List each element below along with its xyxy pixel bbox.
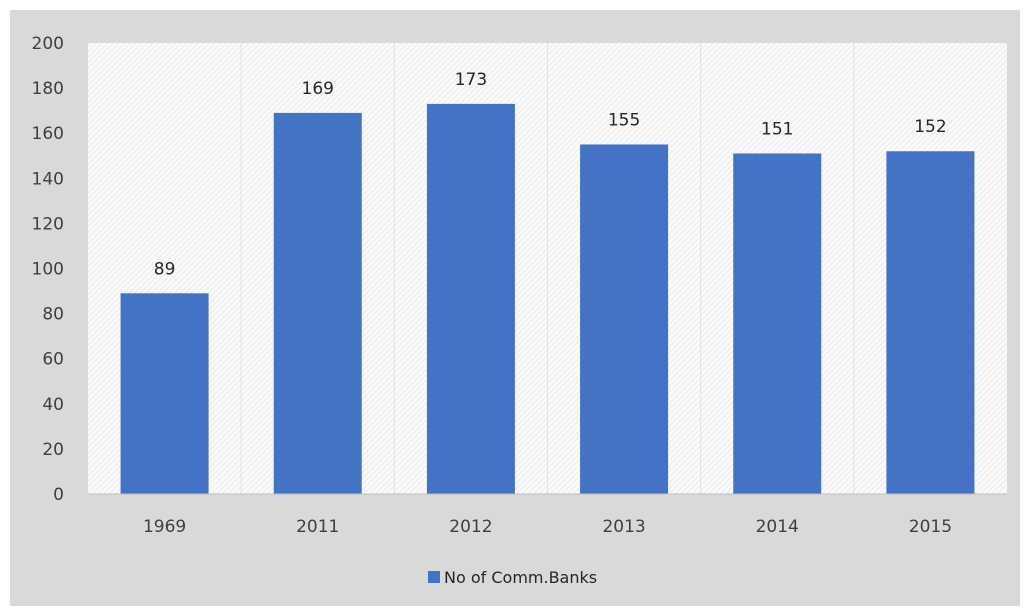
y-tick-label: 100 <box>32 260 64 280</box>
x-tick-label: 2011 <box>296 517 339 537</box>
bar <box>273 112 362 494</box>
x-tick-label: 2014 <box>756 517 799 537</box>
legend-label: No of Comm.Banks <box>444 568 597 587</box>
y-tick-label: 80 <box>42 305 64 325</box>
bar <box>120 293 209 494</box>
y-tick-label: 20 <box>42 440 64 460</box>
x-tick-label: 2013 <box>602 517 645 537</box>
x-tick-label: 2012 <box>449 517 492 537</box>
y-tick-label: 180 <box>32 79 64 99</box>
data-label: 169 <box>302 79 334 99</box>
data-label: 152 <box>914 117 946 137</box>
x-tick-label: 1969 <box>143 517 186 537</box>
data-label: 155 <box>608 110 640 130</box>
bar <box>426 103 515 494</box>
y-tick-label: 60 <box>42 350 64 370</box>
y-tick-label: 200 <box>32 34 64 54</box>
bar <box>886 151 975 495</box>
y-tick-label: 40 <box>42 395 64 415</box>
x-tick-label: 2015 <box>909 517 952 537</box>
y-tick-label: 120 <box>32 214 64 234</box>
chart-frame: 0 20 40 60 80 100 120 140 160 180 200 89 169 173 155 1… <box>10 10 1020 606</box>
bar-chart: 0 20 40 60 80 100 120 140 160 180 200 89 169 173 155 1… <box>32 34 1007 587</box>
legend-swatch <box>428 571 440 583</box>
bar <box>580 144 669 494</box>
y-tick-label: 140 <box>32 169 64 189</box>
data-label: 89 <box>154 259 176 279</box>
legend: No of Comm.Banks <box>428 568 597 587</box>
bar <box>733 153 822 494</box>
y-tick-label: 0 <box>53 485 64 505</box>
data-label: 151 <box>761 119 793 139</box>
data-label: 173 <box>455 70 487 90</box>
y-tick-label: 160 <box>32 124 64 144</box>
